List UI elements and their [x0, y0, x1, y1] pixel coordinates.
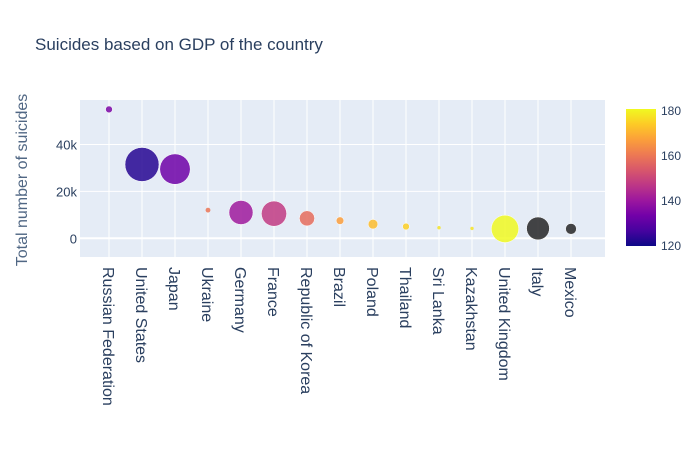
x-tick-label: Poland	[363, 267, 380, 317]
y-tick-label: 20k	[56, 184, 77, 199]
x-tick-label: Republic of Korea	[297, 267, 314, 394]
data-point	[437, 226, 441, 230]
x-tick-label: United Kingdom	[495, 267, 512, 381]
data-point	[565, 223, 577, 235]
x-tick-label: Italy	[528, 267, 545, 296]
data-point	[470, 226, 474, 231]
colorbar	[626, 109, 656, 246]
x-tick-label: Germany	[231, 267, 248, 333]
y-axis-ticks: 0 20k 40k	[56, 138, 77, 247]
x-tick-label: Ukraine	[198, 267, 215, 322]
colorbar-tick-label: 160	[661, 149, 681, 163]
x-tick-label: Japan	[165, 267, 182, 311]
x-tick-label: Brazil	[330, 267, 347, 307]
data-point	[205, 207, 211, 213]
colorbar-tick-label: 140	[661, 194, 681, 208]
data-point	[335, 216, 345, 225]
y-axis-label: Total number of suicides	[14, 94, 31, 267]
data-point	[367, 219, 379, 230]
y-tick-label: 0	[70, 231, 77, 246]
gridlines	[80, 100, 605, 257]
data-point	[526, 216, 550, 241]
colorbar-tick-label: 180	[661, 104, 681, 118]
data-point	[159, 153, 191, 185]
x-tick-label: France	[264, 267, 281, 317]
data-point	[105, 105, 113, 114]
x-tick-label: Thailand	[396, 267, 413, 328]
colorbar-ticks: 120 140 160 180	[661, 104, 681, 253]
x-tick-label: United States	[132, 267, 149, 363]
data-point	[402, 222, 410, 231]
data-point	[261, 200, 287, 227]
data-point	[491, 214, 519, 243]
x-tick-label: Mexico	[561, 267, 578, 318]
colorbar-tick-label: 120	[661, 239, 681, 253]
x-tick-label: Sri Lanka	[429, 267, 446, 335]
x-axis-ticks: Russian Federation United States Japan Ukra…	[99, 267, 578, 406]
chart-title: Suicides based on GDP of the country	[35, 35, 323, 54]
x-tick-label: Russian Federation	[99, 267, 116, 406]
plot-area	[80, 100, 605, 257]
data-point	[228, 200, 254, 225]
data-point	[299, 210, 315, 227]
markers	[105, 105, 577, 243]
y-tick-label: 40k	[56, 138, 77, 153]
data-point	[124, 147, 160, 182]
x-tick-label: Kazakhstan	[462, 267, 479, 351]
